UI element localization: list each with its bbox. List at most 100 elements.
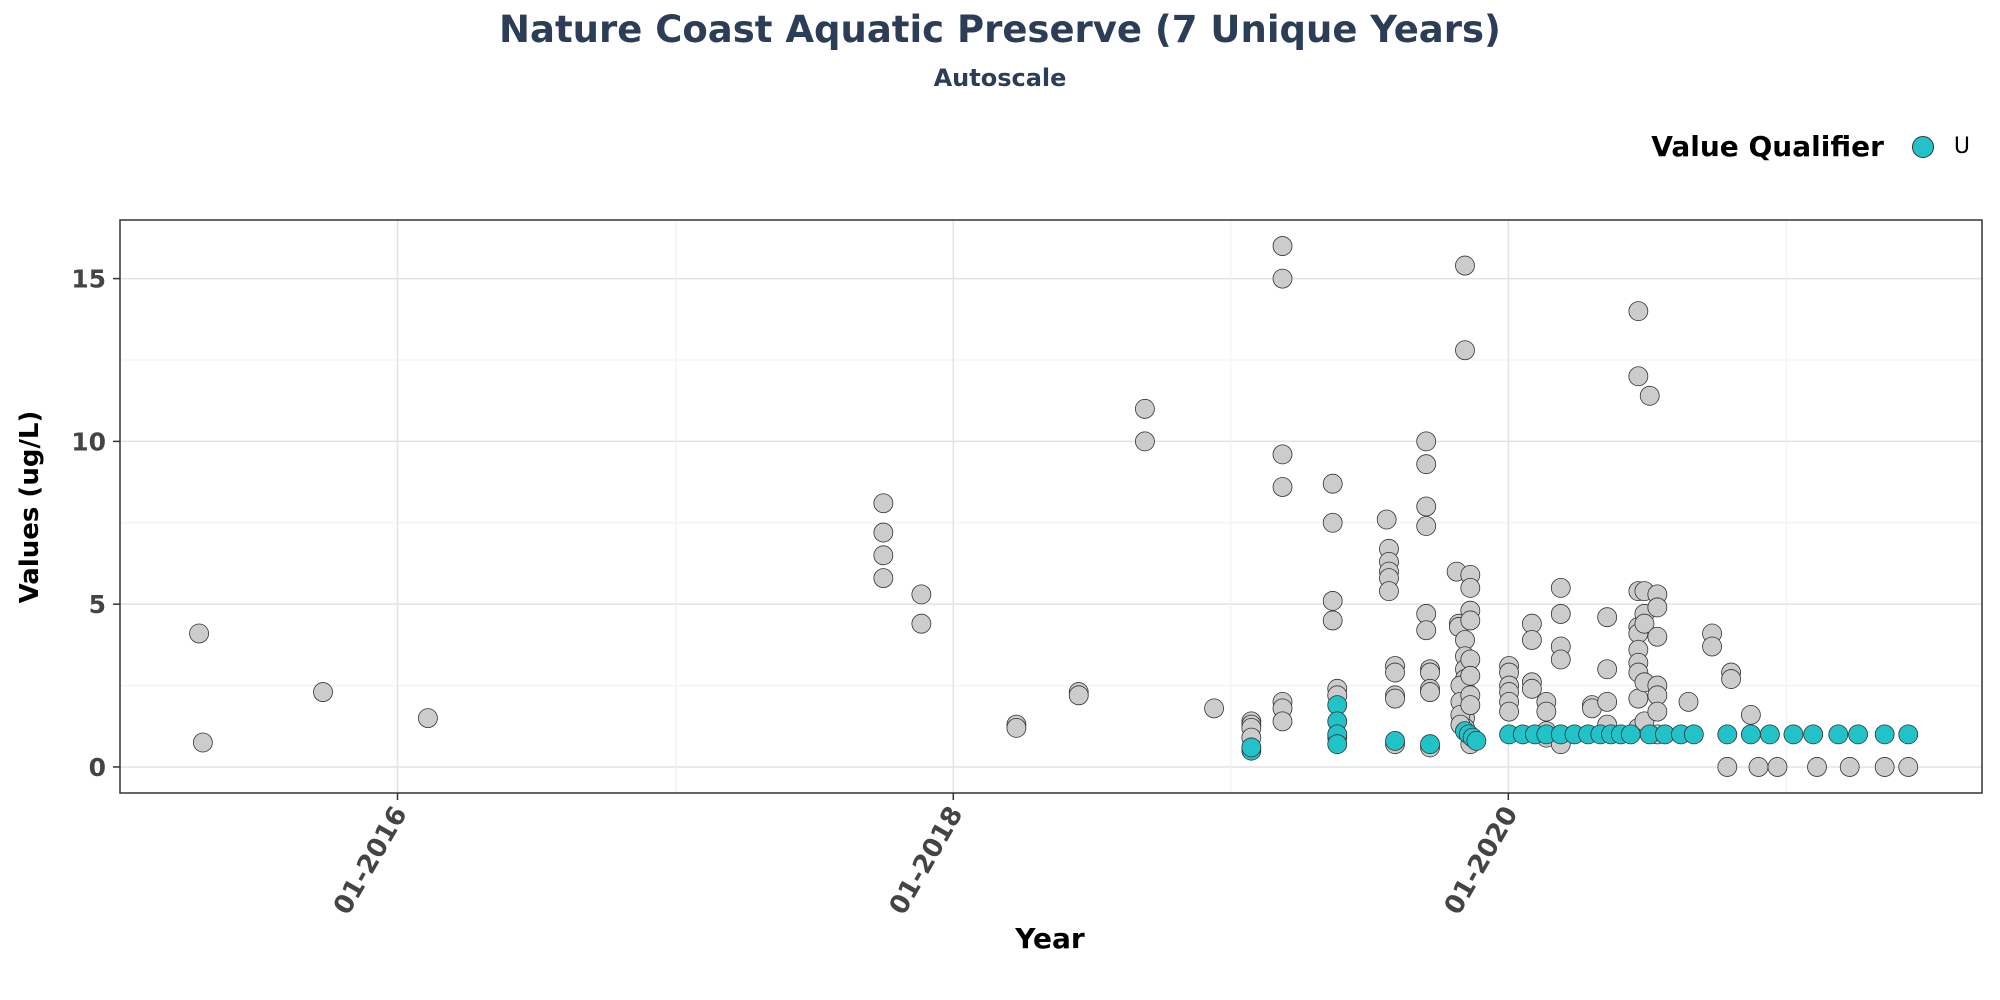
data-point (1006, 717, 1027, 738)
data-point (1272, 236, 1293, 256)
data-point (1455, 255, 1475, 276)
data-point (1322, 610, 1343, 631)
data-point (1068, 685, 1089, 706)
data-point (1272, 268, 1293, 289)
data-point (1499, 701, 1519, 722)
data-point (1597, 607, 1618, 628)
data-point-qualified (1327, 734, 1348, 755)
data-point (1420, 682, 1440, 702)
data-point (418, 708, 438, 729)
data-point (1460, 610, 1481, 631)
data-point (1550, 604, 1571, 624)
data-point-qualified (1848, 724, 1868, 745)
data-point-qualified (1620, 724, 1641, 745)
data-point (1702, 636, 1722, 657)
x-tick-label: 01-2020 (1439, 802, 1525, 920)
data-point-qualified (1717, 724, 1738, 745)
chart-subtitle: Autoscale (933, 64, 1067, 92)
data-point (1597, 691, 1618, 712)
data-point (1416, 620, 1437, 641)
data-point (1898, 757, 1919, 777)
data-point-qualified (1740, 724, 1761, 745)
data-point (1322, 512, 1343, 533)
data-point (1416, 516, 1437, 536)
data-point-qualified (1385, 731, 1405, 751)
data-point (1639, 385, 1660, 406)
y-axis-label: Values (ug/L) (15, 411, 45, 604)
y-tick-label: 10 (71, 427, 106, 456)
data-point-qualified (1783, 724, 1804, 745)
legend-title: Value Qualifier (1651, 130, 1884, 163)
y-tick-label: 5 (89, 590, 106, 619)
data-point (1272, 477, 1293, 497)
data-point (1550, 577, 1571, 598)
data-point (1628, 301, 1649, 322)
x-axis-label: Year (1015, 922, 1085, 955)
data-point (1717, 757, 1738, 777)
data-point (1385, 688, 1405, 709)
plot-border (119, 219, 1983, 794)
x-tick-label: 01-2016 (328, 802, 414, 920)
data-point (1322, 591, 1343, 611)
data-point (1134, 431, 1155, 452)
data-point (1204, 698, 1224, 719)
data-point (1385, 662, 1405, 683)
y-tick-label: 0 (89, 753, 106, 782)
data-point (1460, 577, 1481, 598)
data-point (1416, 431, 1437, 452)
data-point (1839, 757, 1860, 777)
data-point-qualified (1898, 724, 1919, 745)
data-point (1455, 340, 1475, 361)
data-point-qualified (1683, 724, 1704, 745)
data-point (1634, 613, 1655, 634)
chart-title: Nature Coast Aquatic Preserve (7 Unique … (499, 8, 1501, 51)
data-point (873, 493, 894, 514)
data-point (1597, 659, 1618, 680)
data-point (911, 613, 932, 634)
data-point (1460, 665, 1481, 686)
data-point (873, 568, 894, 589)
data-point (1721, 669, 1741, 689)
data-point-qualified (1241, 737, 1262, 758)
data-point (873, 522, 894, 543)
data-point (1767, 757, 1788, 777)
legend: Value Qualifier U (1651, 130, 1970, 163)
data-point (1272, 711, 1293, 732)
data-point-qualified (1466, 731, 1487, 751)
data-point (1647, 626, 1668, 647)
data-point (192, 732, 213, 753)
data-point (1740, 704, 1761, 725)
data-point (1807, 757, 1827, 777)
axis-ticks: 0 5 10 15 01-2016 01-2018 01-2020 (71, 265, 1524, 920)
data-point (1134, 398, 1155, 419)
data-point (1536, 701, 1557, 722)
data-point (313, 682, 333, 702)
data-points (189, 236, 1919, 777)
data-point (1322, 473, 1343, 494)
data-point-qualified (1874, 724, 1895, 745)
legend-key-u (1911, 135, 1934, 158)
data-point (1874, 757, 1895, 777)
data-point (1678, 691, 1699, 712)
x-tick-label: 01-2018 (884, 801, 970, 919)
y-tick-label: 15 (71, 265, 106, 294)
data-point (1376, 509, 1397, 530)
data-point (1521, 678, 1542, 699)
data-point (1647, 597, 1668, 618)
data-point (189, 623, 209, 644)
legend-label-u: U (1953, 134, 1970, 159)
data-point (1416, 496, 1437, 517)
data-point (911, 584, 932, 605)
data-point (1748, 757, 1769, 777)
data-point-qualified (1420, 734, 1440, 755)
data-point (1647, 701, 1668, 722)
grid (120, 220, 1982, 793)
data-point (873, 545, 894, 566)
data-point-qualified (1759, 724, 1780, 745)
data-point (1379, 581, 1399, 602)
data-point-qualified (1803, 724, 1824, 745)
data-point (1460, 695, 1481, 715)
data-point (1272, 444, 1293, 465)
data-point (1550, 649, 1571, 670)
